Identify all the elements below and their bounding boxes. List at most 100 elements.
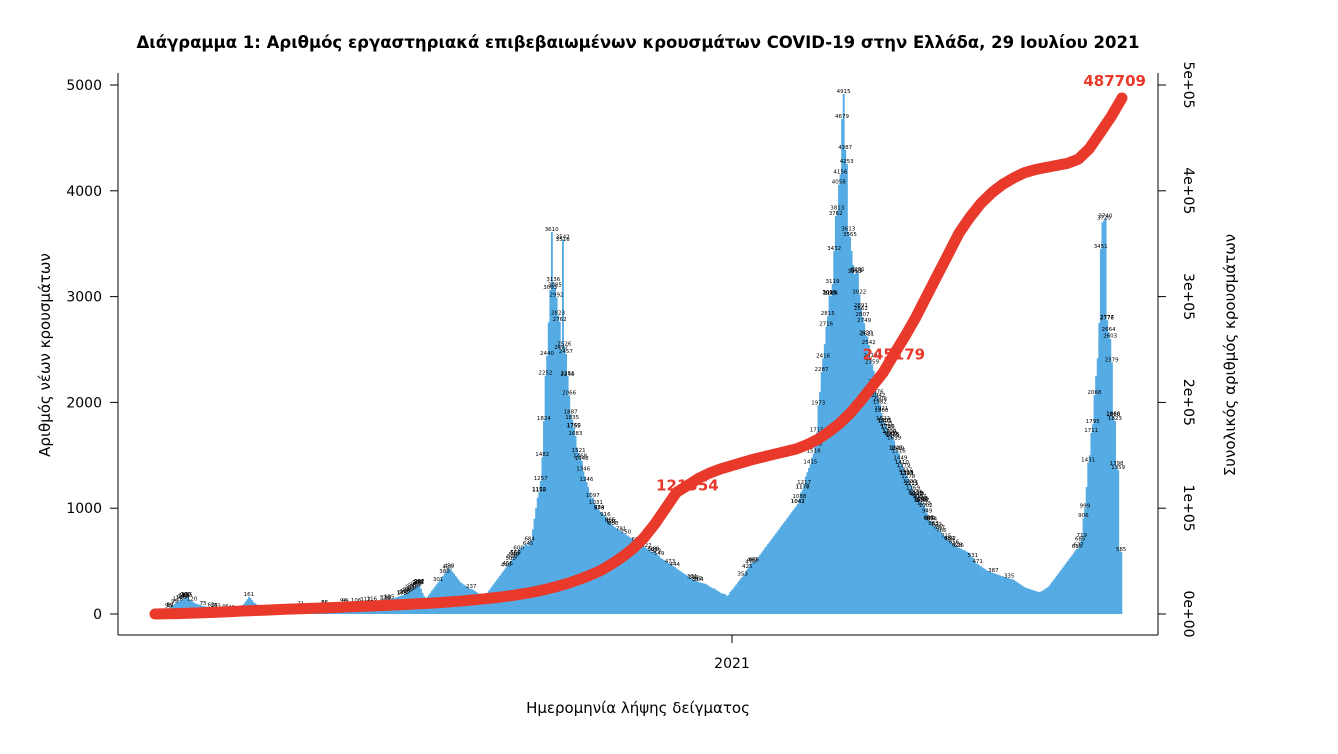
bar — [809, 464, 812, 614]
bar — [721, 593, 724, 614]
bar — [803, 485, 806, 614]
bar-data-label: 2526 — [557, 342, 571, 348]
bar — [533, 518, 536, 614]
bar — [1082, 518, 1085, 614]
bar-data-label: 2862 — [854, 306, 868, 312]
bar — [688, 576, 691, 614]
bar — [765, 546, 768, 614]
bar — [541, 457, 544, 614]
bar-data-label: 456 — [502, 561, 513, 567]
bar — [915, 495, 918, 614]
bar — [596, 508, 599, 614]
bar — [655, 553, 657, 614]
bar — [790, 512, 793, 614]
bar-data-label: 1750 — [881, 424, 895, 430]
bar — [584, 476, 586, 614]
bar — [664, 561, 667, 614]
bar-data-label: 1042 — [791, 499, 805, 505]
bar — [484, 594, 487, 614]
bar-data-label: 3542 — [556, 234, 570, 240]
bar-data-label: 487 — [747, 558, 758, 564]
bar — [972, 557, 975, 614]
bar-data-label: 322 — [688, 575, 699, 581]
bar — [751, 562, 754, 614]
bar — [590, 497, 593, 614]
bar-data-label: 2749 — [857, 318, 871, 324]
bar-data-label: 822 — [931, 522, 942, 528]
bar — [741, 576, 744, 614]
bar — [1104, 218, 1107, 614]
bar — [1010, 579, 1012, 614]
bar-data-label: 949 — [922, 509, 933, 515]
bar-data-label: 1055 — [914, 497, 928, 503]
bar — [951, 543, 954, 614]
bar-data-label: 1449 — [893, 456, 907, 462]
bar-data-label: 155 — [182, 593, 193, 599]
bar-data-label: 353 — [737, 572, 748, 578]
bar — [957, 547, 960, 614]
bar — [983, 568, 986, 614]
bar — [615, 528, 618, 614]
bar — [1096, 358, 1099, 614]
bar — [1008, 578, 1011, 614]
bar-data-label: 999 — [1080, 503, 1091, 509]
bar — [842, 93, 845, 615]
bar-data-label: 4058 — [832, 180, 846, 186]
bar — [1068, 558, 1071, 614]
bar — [694, 580, 697, 614]
bar — [1003, 576, 1006, 614]
bar — [481, 596, 484, 614]
bar-data-label: 589 — [649, 547, 660, 553]
bar — [968, 553, 971, 614]
bar — [901, 464, 904, 614]
bar — [1022, 586, 1025, 614]
bar — [767, 544, 769, 614]
bar-data-label: 180 — [398, 590, 409, 596]
bar-data-label: 1860 — [1106, 412, 1120, 418]
bar-data-label: 1982 — [873, 399, 887, 405]
bar-data-label: 766 — [936, 528, 947, 534]
bar-data-label: 161 — [244, 592, 255, 598]
bar — [585, 482, 588, 614]
bar — [1103, 220, 1105, 615]
bar — [822, 358, 825, 614]
bar — [1073, 552, 1075, 614]
bar-data-label: 1921 — [874, 406, 888, 412]
bar — [1016, 582, 1019, 614]
bar-data-label: 50 — [165, 604, 172, 610]
bar — [937, 529, 940, 614]
bar — [1088, 455, 1091, 614]
bar-data-label: 1805 — [878, 418, 892, 424]
bar — [896, 451, 899, 614]
bar — [658, 555, 661, 614]
bar-data-label: 833 — [928, 521, 939, 527]
bar — [850, 250, 853, 614]
bar-data-label: 2992 — [550, 292, 564, 298]
cumulative-annotation: 121354 — [656, 477, 719, 495]
bar-data-label: 1822 — [876, 416, 890, 422]
bar — [1107, 332, 1110, 614]
bar — [1054, 578, 1057, 614]
bar-data-label: 626 — [953, 543, 964, 549]
bar — [836, 210, 839, 614]
bar-data-label: 627 — [1073, 543, 1084, 549]
bar-data-label: 656 — [949, 540, 960, 546]
bar-data-label: 781 — [616, 526, 627, 532]
bar — [1079, 541, 1082, 614]
bar — [1098, 323, 1101, 614]
bar-data-label: 1315 — [900, 470, 914, 476]
bar-data-label: 2777 — [1100, 315, 1114, 321]
bar-data-label: 2621 — [860, 332, 874, 338]
bar-data-label: 2664 — [1102, 327, 1116, 333]
bar — [550, 232, 553, 614]
bar-data-label: 3762 — [829, 211, 843, 217]
bar — [740, 578, 743, 614]
bar-data-label: 866 — [605, 517, 616, 523]
bar-data-label: 1150 — [532, 487, 546, 493]
bar-data-label: 304 — [693, 577, 704, 583]
bar-data-label: 615 — [1072, 544, 1083, 550]
bar — [1063, 565, 1066, 614]
bar — [1085, 487, 1088, 614]
bar — [621, 532, 624, 614]
bar — [864, 335, 867, 614]
